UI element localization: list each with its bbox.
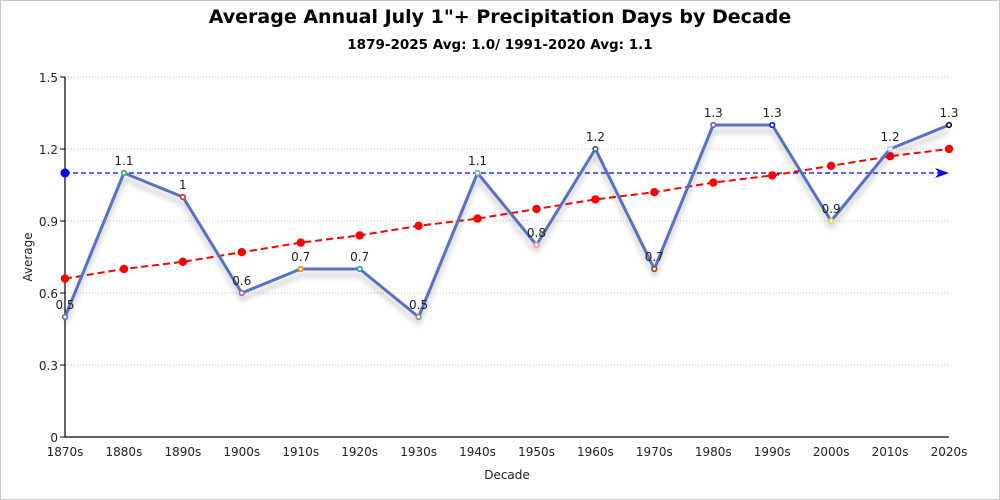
trend-point <box>768 171 777 180</box>
x-tick-label: 1910s <box>282 445 319 459</box>
x-axis-label: Decade <box>484 468 530 482</box>
data-label: 0.7 <box>291 250 310 264</box>
x-tick-label: 2020s <box>931 445 968 459</box>
series-point <box>945 121 953 129</box>
data-label: 1.1 <box>114 154 133 168</box>
trend-point <box>650 188 659 197</box>
y-tick-label: 0 <box>50 431 58 445</box>
trend-point <box>944 144 954 154</box>
x-tick-label: 1940s <box>459 445 496 459</box>
trend-point <box>473 214 482 223</box>
trend-point <box>355 231 364 240</box>
series-point <box>828 217 835 225</box>
trend-point <box>885 152 895 161</box>
series-point <box>179 193 186 201</box>
x-tick-label: 1900s <box>223 445 260 459</box>
data-label: 0.5 <box>55 298 74 312</box>
chart-subtitle: 1879-2025 Avg: 1.0/ 1991-2020 Avg: 1.1 <box>347 37 653 53</box>
x-tick-label: 1960s <box>577 445 614 459</box>
series-point <box>297 265 304 273</box>
average-line-arrow <box>935 168 949 178</box>
x-tick-label: 1990s <box>754 445 791 459</box>
x-tick-label: 1870s <box>47 445 84 459</box>
trend-point <box>60 274 70 283</box>
data-label: 1.3 <box>704 106 723 120</box>
trend-point <box>119 264 129 274</box>
series-point <box>415 313 422 321</box>
y-axis-label: Average <box>21 232 35 281</box>
series-point <box>474 169 481 177</box>
x-tick-label: 1970s <box>636 445 673 459</box>
series-point <box>533 241 540 249</box>
trend-point <box>826 161 836 170</box>
trend-point <box>709 178 718 187</box>
series-point <box>710 121 717 129</box>
series-point <box>886 145 894 153</box>
trend-point <box>178 257 188 266</box>
data-label: 1.3 <box>939 106 958 120</box>
data-label: 1.2 <box>881 130 900 144</box>
y-tick-label: 1.5 <box>39 71 58 85</box>
y-tick-label: 0.3 <box>39 359 58 373</box>
trend-point <box>296 238 305 247</box>
series-point <box>651 265 658 273</box>
average-line-start-marker <box>60 168 70 178</box>
x-tick-label: 1880s <box>106 445 143 459</box>
series-point <box>356 265 363 273</box>
series-point <box>238 289 245 297</box>
trend-point <box>414 221 423 230</box>
trend-line <box>64 148 950 280</box>
chart-title: Average Annual July 1"+ Precipitation Da… <box>208 6 792 28</box>
y-tick-label: 1.2 <box>39 143 58 157</box>
data-label: 1.3 <box>763 106 782 120</box>
x-tick-label: 1890s <box>164 445 201 459</box>
data-label: 0.7 <box>645 250 664 264</box>
series-point <box>769 121 776 129</box>
x-tick-label: 2000s <box>813 445 850 459</box>
data-label: 1.1 <box>468 154 487 168</box>
data-label: 1 <box>179 178 187 192</box>
x-tick-label: 1980s <box>695 445 732 459</box>
series-point <box>592 145 599 153</box>
data-label: 0.6 <box>232 274 251 288</box>
data-label: 0.7 <box>350 250 369 264</box>
data-label: 1.2 <box>586 130 605 144</box>
y-tick-label: 0.9 <box>39 215 58 229</box>
trend-point <box>532 204 541 214</box>
data-label: 0.9 <box>822 202 841 216</box>
series-point <box>120 169 128 177</box>
x-tick-label: 1950s <box>518 445 555 459</box>
data-label: 0.5 <box>409 298 428 312</box>
series-line <box>63 123 950 319</box>
x-tick-label: 2010s <box>872 445 909 459</box>
trend-point <box>237 248 246 257</box>
trend-point <box>591 195 600 204</box>
x-tick-label: 1920s <box>341 445 378 459</box>
x-tick-label: 1930s <box>400 445 437 459</box>
series-point <box>61 313 69 321</box>
y-tick-label: 0.6 <box>39 287 58 301</box>
data-label: 0.8 <box>527 226 546 240</box>
